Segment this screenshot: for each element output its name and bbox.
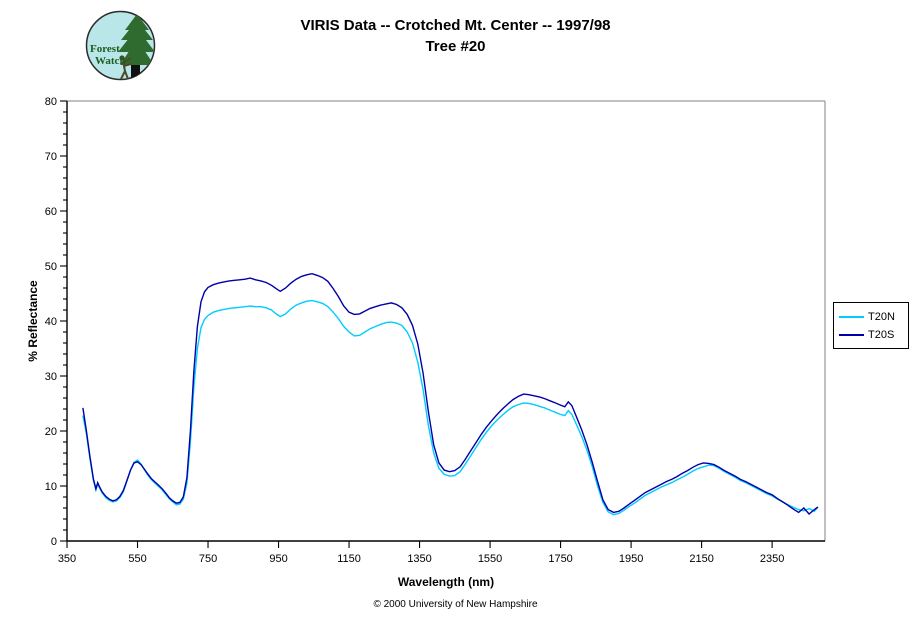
x-tick-label: 950 (269, 553, 287, 565)
x-tick-label: 750 (199, 553, 217, 565)
legend-item-t20s: T20S (834, 326, 908, 344)
y-tick-label: 70 (45, 151, 57, 163)
y-tick-label: 20 (45, 426, 57, 438)
chart-title-line2: Tree #20 (425, 38, 486, 55)
forest-watch-logo-graphic: Forest Watch (85, 10, 156, 81)
x-tick-label: 1950 (619, 553, 643, 565)
x-tick-label: 350 (58, 553, 76, 565)
y-tick-label: 80 (45, 96, 57, 108)
logo-text-watch: Watch (95, 55, 126, 67)
legend-label-t20n: T20N (868, 311, 895, 323)
x-tick-label: 1750 (548, 553, 572, 565)
x-tick-label: 1350 (407, 553, 431, 565)
series-line-t20n (82, 299, 819, 516)
x-tick-label: 2150 (689, 553, 713, 565)
legend: T20N T20S (833, 302, 909, 349)
x-axis-title: Wavelength (nm) (397, 575, 495, 589)
y-tick-label: 60 (45, 206, 57, 218)
x-tick-label: 2350 (760, 553, 784, 565)
y-tick-label: 50 (45, 261, 57, 273)
series-line-t20s (82, 272, 819, 515)
forest-watch-logo: Forest Watch (84, 9, 157, 82)
x-tick-label: 550 (128, 553, 146, 565)
legend-label-t20s: T20S (868, 329, 895, 341)
y-tick-label: 30 (45, 371, 57, 383)
legend-item-t20n: T20N (834, 308, 908, 326)
logo-tree-icon (118, 14, 155, 80)
y-tick-label: 10 (45, 481, 57, 493)
x-tick-label: 1550 (478, 553, 502, 565)
x-tick-label: 1150 (337, 553, 361, 565)
y-tick-label: 40 (45, 316, 57, 328)
copyright-text: © 2000 University of New Hampshire (373, 599, 538, 610)
person-figure-icon (119, 55, 132, 80)
legend-line-sample-t20s (839, 334, 864, 336)
y-tick-label: 0 (51, 536, 57, 548)
chart-title-block: VIRIS Data -- Crotched Mt. Center -- 199… (0, 15, 911, 57)
logo-text-forest: Forest (90, 43, 120, 55)
chart-title-line1: VIRIS Data -- Crotched Mt. Center -- 199… (300, 17, 611, 34)
y-axis-title: % Reflectance (26, 280, 40, 362)
legend-line-sample-t20n (839, 316, 864, 318)
